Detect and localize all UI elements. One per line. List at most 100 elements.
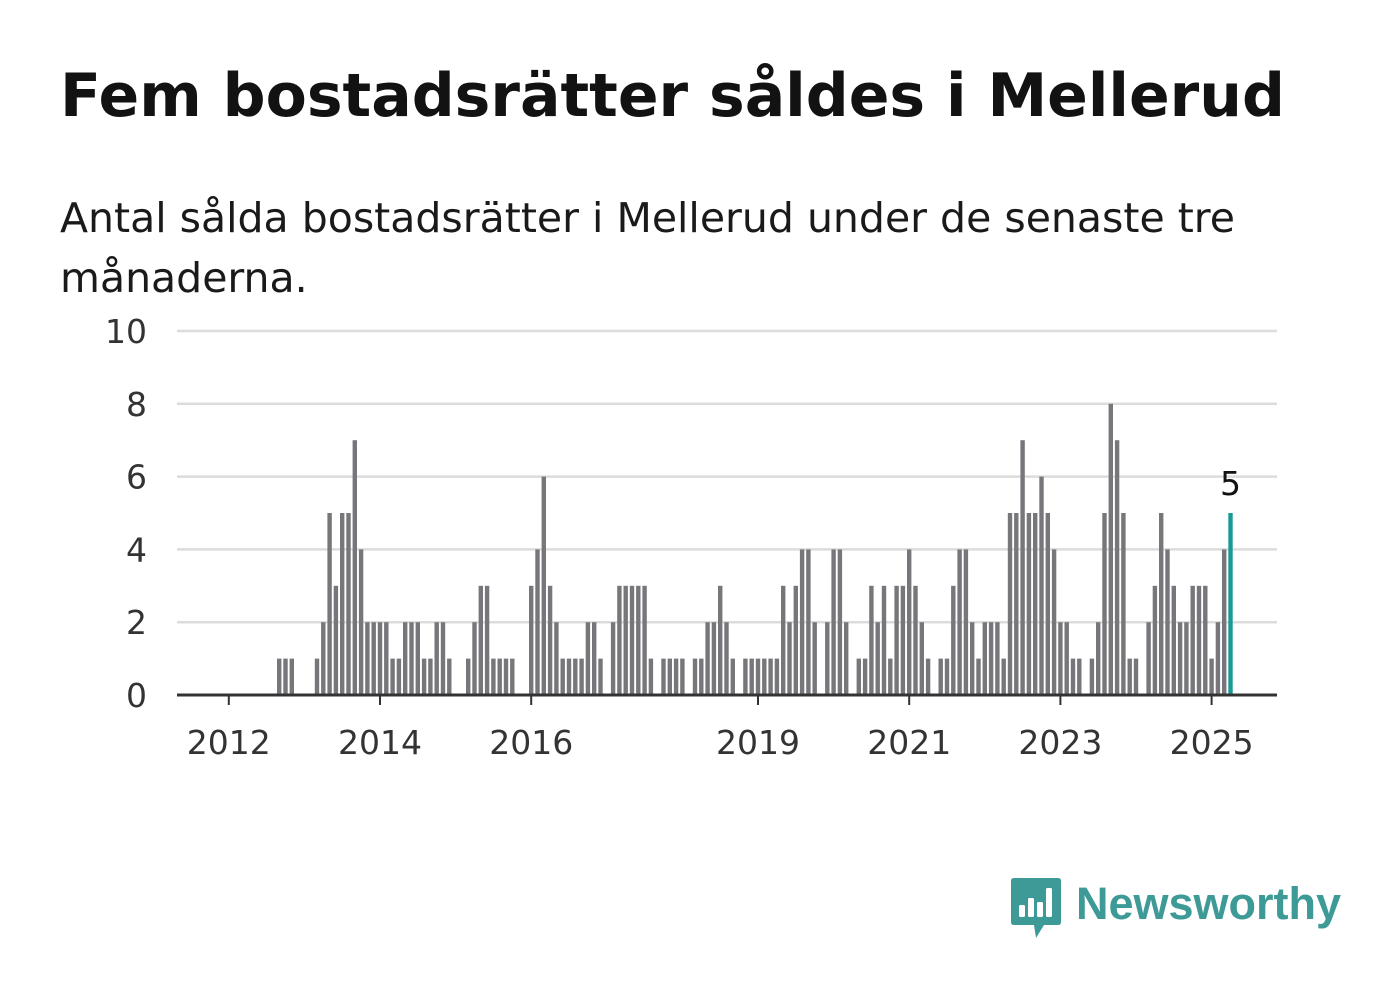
bar (598, 658, 603, 695)
bar (1108, 403, 1113, 695)
bar (421, 658, 427, 695)
bar (283, 658, 288, 695)
bar (1033, 513, 1038, 695)
bar (377, 622, 383, 695)
annotations: 5 (1220, 464, 1241, 503)
bar (629, 585, 635, 695)
bar (1203, 585, 1208, 695)
bar (900, 585, 906, 695)
x-tick-label: 2021 (867, 723, 951, 762)
bar (547, 585, 553, 695)
x-tick-label: 2012 (187, 723, 271, 762)
bar (768, 658, 773, 695)
bars (277, 403, 1233, 695)
bar (862, 658, 868, 695)
bar-highlight (1228, 513, 1233, 695)
bar (478, 585, 483, 695)
bar (1190, 585, 1195, 695)
bar (1096, 622, 1101, 695)
bar (781, 585, 786, 695)
bar (1127, 658, 1132, 695)
x-tick-label: 2025 (1170, 723, 1254, 762)
bar (497, 658, 502, 695)
bar (642, 585, 647, 695)
bar (995, 622, 1000, 695)
bar (592, 622, 597, 695)
x-tick-label: 2019 (716, 723, 800, 762)
bar (440, 622, 446, 695)
bar (510, 658, 515, 695)
bar (529, 585, 534, 695)
bar (825, 622, 830, 695)
bar (749, 658, 754, 695)
bar (1152, 585, 1158, 695)
bar (938, 658, 943, 695)
x-axis-tick-labels: 2012 2014 2016 2019 2021 2023 2025 (187, 695, 1254, 762)
bar-chart-speech-bubble-icon (1011, 878, 1061, 938)
bar (1001, 658, 1006, 695)
bar (1039, 476, 1044, 695)
bar (970, 622, 975, 695)
bar (919, 622, 924, 695)
y-tick-label: 4 (126, 530, 147, 569)
bar (585, 622, 591, 695)
bar (428, 658, 433, 695)
bar (888, 658, 893, 695)
bar (711, 622, 717, 695)
bar (894, 585, 899, 695)
bar (667, 658, 672, 695)
bar (957, 549, 962, 695)
bar (976, 658, 981, 695)
bar (554, 622, 559, 695)
bar (1064, 622, 1069, 695)
bar (812, 622, 817, 695)
bar (610, 622, 616, 695)
bar (963, 549, 969, 695)
y-axis-tick-labels: 0 2 4 6 8 10 (105, 312, 147, 715)
bar (636, 585, 641, 695)
bar (951, 585, 956, 695)
bar (560, 658, 565, 695)
bar (1045, 513, 1050, 695)
bar (579, 658, 584, 695)
brand-name: Newsworthy (1076, 878, 1342, 929)
bar (856, 658, 861, 695)
bar (755, 658, 761, 695)
bar (1058, 622, 1063, 695)
bar (314, 658, 320, 695)
bar (403, 622, 408, 695)
bar (333, 585, 339, 695)
y-tick-label: 10 (105, 312, 147, 351)
bar (793, 585, 798, 695)
bar (680, 658, 685, 695)
bar (699, 658, 704, 695)
bar (673, 658, 679, 695)
bar (881, 585, 887, 695)
bar (1184, 622, 1189, 695)
bar (988, 622, 994, 695)
bar (277, 658, 282, 695)
bar (623, 585, 628, 695)
bar (875, 622, 880, 695)
bar (692, 658, 698, 695)
bar (321, 622, 326, 695)
bar (913, 585, 918, 695)
highlight-value-label: 5 (1220, 464, 1241, 503)
bar (661, 658, 666, 695)
y-tick-label: 8 (126, 385, 147, 424)
bar (340, 513, 345, 695)
bar (1077, 658, 1082, 695)
bar (472, 622, 477, 695)
bar (944, 658, 950, 695)
bar (371, 622, 376, 695)
bar (869, 585, 874, 695)
bar (837, 549, 843, 695)
bar (365, 622, 370, 695)
bar (1177, 622, 1183, 695)
bar (503, 658, 509, 695)
bar-chart: 0 2 4 6 8 10 2012 2014 2016 2019 2021 2023 2025 5 (105, 312, 1277, 762)
bar (327, 513, 332, 695)
bar (491, 658, 496, 695)
bar (1165, 549, 1170, 695)
bar (1089, 658, 1095, 695)
